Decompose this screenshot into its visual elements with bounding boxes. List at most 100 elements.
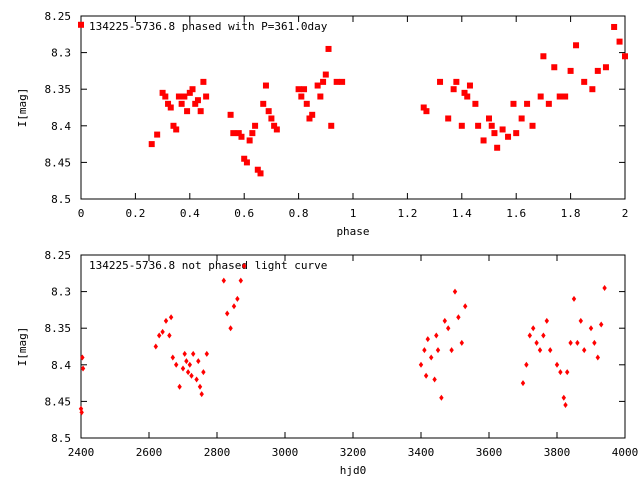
data-point bbox=[295, 86, 302, 93]
data-point bbox=[227, 111, 234, 118]
data-point bbox=[80, 365, 86, 372]
data-point bbox=[184, 108, 191, 115]
data-point bbox=[309, 111, 316, 118]
data-point bbox=[185, 369, 191, 376]
x-tick-label: 3400 bbox=[408, 446, 435, 459]
data-point bbox=[181, 93, 188, 100]
data-point bbox=[241, 155, 248, 162]
plot-frame bbox=[80, 15, 626, 200]
y-axis-label: I[mag] bbox=[16, 327, 29, 367]
data-point bbox=[197, 108, 204, 115]
data-point bbox=[582, 347, 587, 354]
y-tick-label: 8.3 bbox=[51, 47, 71, 60]
data-point bbox=[254, 166, 261, 173]
data-point bbox=[563, 402, 568, 409]
data-point bbox=[541, 332, 546, 339]
data-point bbox=[567, 67, 574, 74]
x-axis-label: phase bbox=[336, 225, 369, 238]
x-tick-label: 1.6 bbox=[506, 207, 526, 220]
y-tick-label: 8.5 bbox=[51, 193, 71, 206]
data-point bbox=[167, 104, 174, 111]
data-point bbox=[595, 354, 600, 361]
data-point bbox=[303, 100, 310, 107]
data-point bbox=[524, 361, 529, 368]
y-tick-label: 8.25 bbox=[45, 10, 72, 23]
data-point bbox=[461, 89, 468, 96]
data-point bbox=[174, 361, 179, 368]
x-tick-label: 2600 bbox=[136, 446, 163, 459]
data-point bbox=[458, 122, 465, 129]
data-point bbox=[622, 53, 628, 60]
data-point bbox=[422, 347, 427, 354]
data-point bbox=[230, 130, 237, 137]
data-point bbox=[571, 295, 577, 302]
data-point bbox=[167, 332, 172, 339]
data-point bbox=[148, 141, 155, 148]
data-point bbox=[442, 317, 447, 324]
y-tick-label: 8.4 bbox=[51, 120, 71, 133]
x-tick-label: 0.2 bbox=[125, 207, 145, 220]
data-point bbox=[268, 115, 275, 122]
data-point bbox=[322, 71, 329, 78]
data-point bbox=[494, 144, 501, 151]
data-point bbox=[231, 303, 237, 310]
y-tick-label: 8.25 bbox=[45, 249, 72, 262]
data-point bbox=[301, 86, 308, 93]
data-point bbox=[177, 383, 182, 390]
data-point bbox=[192, 100, 199, 107]
data-point bbox=[588, 325, 594, 332]
data-point bbox=[243, 159, 250, 166]
data-point bbox=[456, 314, 461, 321]
data-point bbox=[80, 354, 85, 361]
x-tick-label: 1.8 bbox=[561, 207, 581, 220]
data-point bbox=[452, 288, 458, 295]
data-point bbox=[423, 108, 430, 115]
data-point bbox=[246, 137, 253, 144]
data-point bbox=[554, 361, 560, 368]
data-point bbox=[184, 358, 189, 365]
data-point bbox=[182, 350, 187, 357]
x-tick-label: 0.4 bbox=[180, 207, 200, 220]
data-point bbox=[545, 100, 552, 107]
data-point bbox=[235, 130, 242, 137]
data-point bbox=[488, 122, 495, 129]
data-point bbox=[499, 126, 506, 133]
data-point bbox=[602, 284, 607, 291]
data-point bbox=[175, 93, 182, 100]
x-tick-label: 0 bbox=[78, 207, 85, 220]
x-tick-label: 1.4 bbox=[452, 207, 472, 220]
x-tick-label: 3600 bbox=[476, 446, 503, 459]
data-point bbox=[529, 122, 536, 129]
data-point bbox=[432, 376, 437, 383]
data-point bbox=[314, 82, 321, 89]
x-tick-label: 1 bbox=[350, 207, 357, 220]
data-point bbox=[445, 115, 452, 122]
y-tick-label: 8.45 bbox=[45, 395, 72, 408]
data-point bbox=[573, 42, 580, 49]
data-point bbox=[439, 394, 444, 401]
unphased-light-curve-panel: 2400 2600 2800 3000 3200 3400 3600 3800 4000 8.25… bbox=[16, 249, 638, 477]
x-tick-label: 4000 bbox=[612, 446, 639, 459]
data-point bbox=[561, 394, 566, 401]
data-point bbox=[450, 86, 457, 93]
data-point bbox=[333, 78, 340, 85]
x-tick-label: 0.8 bbox=[289, 207, 309, 220]
data-point bbox=[527, 332, 532, 339]
data-point bbox=[459, 339, 464, 346]
x-tick-label: 2800 bbox=[204, 446, 231, 459]
data-point bbox=[165, 100, 172, 107]
data-point bbox=[238, 133, 245, 140]
y-tick-label: 8.5 bbox=[51, 432, 71, 445]
y-tick-label: 8.4 bbox=[51, 359, 71, 372]
data-point bbox=[194, 97, 201, 104]
data-point bbox=[435, 347, 441, 354]
data-point bbox=[434, 332, 439, 339]
data-point bbox=[163, 317, 169, 324]
data-point bbox=[306, 115, 313, 122]
data-point bbox=[225, 310, 230, 317]
data-point bbox=[260, 100, 267, 107]
x-tick-label: 1.2 bbox=[397, 207, 417, 220]
data-point bbox=[221, 277, 226, 284]
data-point bbox=[510, 100, 517, 107]
